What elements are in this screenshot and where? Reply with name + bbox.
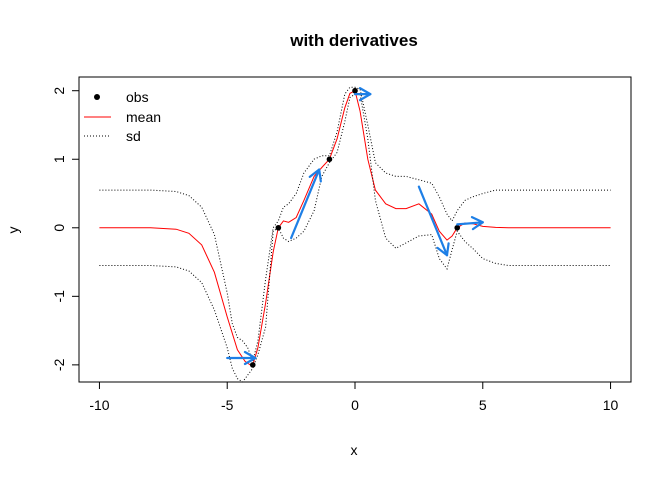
- sd-line: [99, 93, 611, 383]
- chart-title: with derivatives: [289, 31, 418, 50]
- arrow-shaft: [417, 185, 449, 257]
- obs-point: [352, 87, 358, 94]
- legend-mean-label: mean: [126, 109, 161, 125]
- derivative-arrow: [456, 216, 484, 231]
- points-layer: [249, 87, 461, 368]
- arrow-shaft: [456, 221, 484, 226]
- x-tick-label: 5: [479, 397, 487, 413]
- derivative-arrow: [417, 185, 450, 257]
- y-tick-label: -2: [51, 358, 67, 371]
- y-tick-label: 2: [51, 87, 67, 95]
- arrow-head: [358, 87, 372, 102]
- legend-obs-marker: [94, 94, 100, 100]
- derivative-arrow: [226, 350, 257, 366]
- x-tick-label: -10: [89, 397, 109, 413]
- obs-point: [249, 362, 256, 368]
- legend-sd-label: sd: [126, 128, 141, 144]
- arrow-shaft: [290, 168, 321, 240]
- arrow-head: [470, 216, 484, 231]
- arrow-head: [308, 168, 322, 183]
- legend: obs mean sd: [84, 89, 161, 144]
- y-tick-label: 1: [51, 155, 67, 163]
- obs-point: [454, 224, 461, 231]
- y-tick-label: -1: [51, 290, 67, 303]
- arrow-head: [243, 350, 257, 366]
- plot-frame: [78, 76, 632, 383]
- y-tick-label: 0: [51, 224, 67, 232]
- derivative-arrow: [353, 87, 372, 102]
- derivative-arrow: [290, 168, 322, 240]
- obs-point: [275, 224, 282, 231]
- mean-line: [99, 89, 611, 366]
- obs-point: [326, 156, 333, 163]
- series-layer: [99, 86, 611, 383]
- y-axis-label: y: [5, 227, 21, 234]
- sd-line: [99, 86, 611, 364]
- legend-obs-label: obs: [126, 89, 149, 105]
- x-axis-label: x: [351, 442, 358, 458]
- derivative-arrows: [226, 87, 484, 366]
- x-tick-label: -5: [221, 397, 234, 413]
- y-axis: -2 -1 0 1 2: [51, 87, 80, 371]
- x-tick-label: 0: [351, 397, 359, 413]
- x-tick-label: 10: [603, 397, 619, 413]
- arrow-head: [436, 242, 450, 257]
- x-axis: -10 -5 0 5 10: [89, 381, 619, 413]
